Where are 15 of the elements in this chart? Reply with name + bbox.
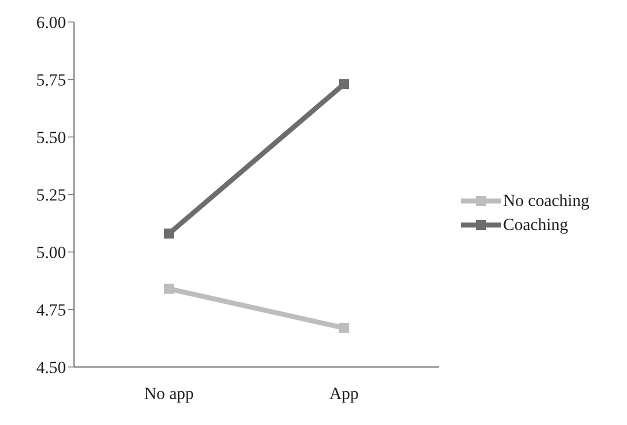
x-tick-label: App bbox=[329, 384, 359, 404]
point bbox=[339, 79, 349, 90]
y-tick-label: 4.50 bbox=[36, 358, 66, 378]
x-tick-label: No app bbox=[144, 384, 194, 404]
legend-label: No coaching bbox=[503, 190, 590, 210]
y-tick-label: 5.50 bbox=[36, 128, 66, 148]
y-tick-label: 4.75 bbox=[36, 300, 66, 320]
y-tick-label: 5.75 bbox=[36, 70, 66, 90]
legend-label: Coaching bbox=[503, 214, 568, 234]
point bbox=[339, 322, 349, 333]
y-tick-label: 5.25 bbox=[36, 186, 66, 205]
y-tick-label: 5.00 bbox=[36, 243, 66, 262]
y-tick-label: 6.00 bbox=[36, 13, 66, 32]
point bbox=[164, 228, 174, 239]
point bbox=[164, 284, 174, 294]
